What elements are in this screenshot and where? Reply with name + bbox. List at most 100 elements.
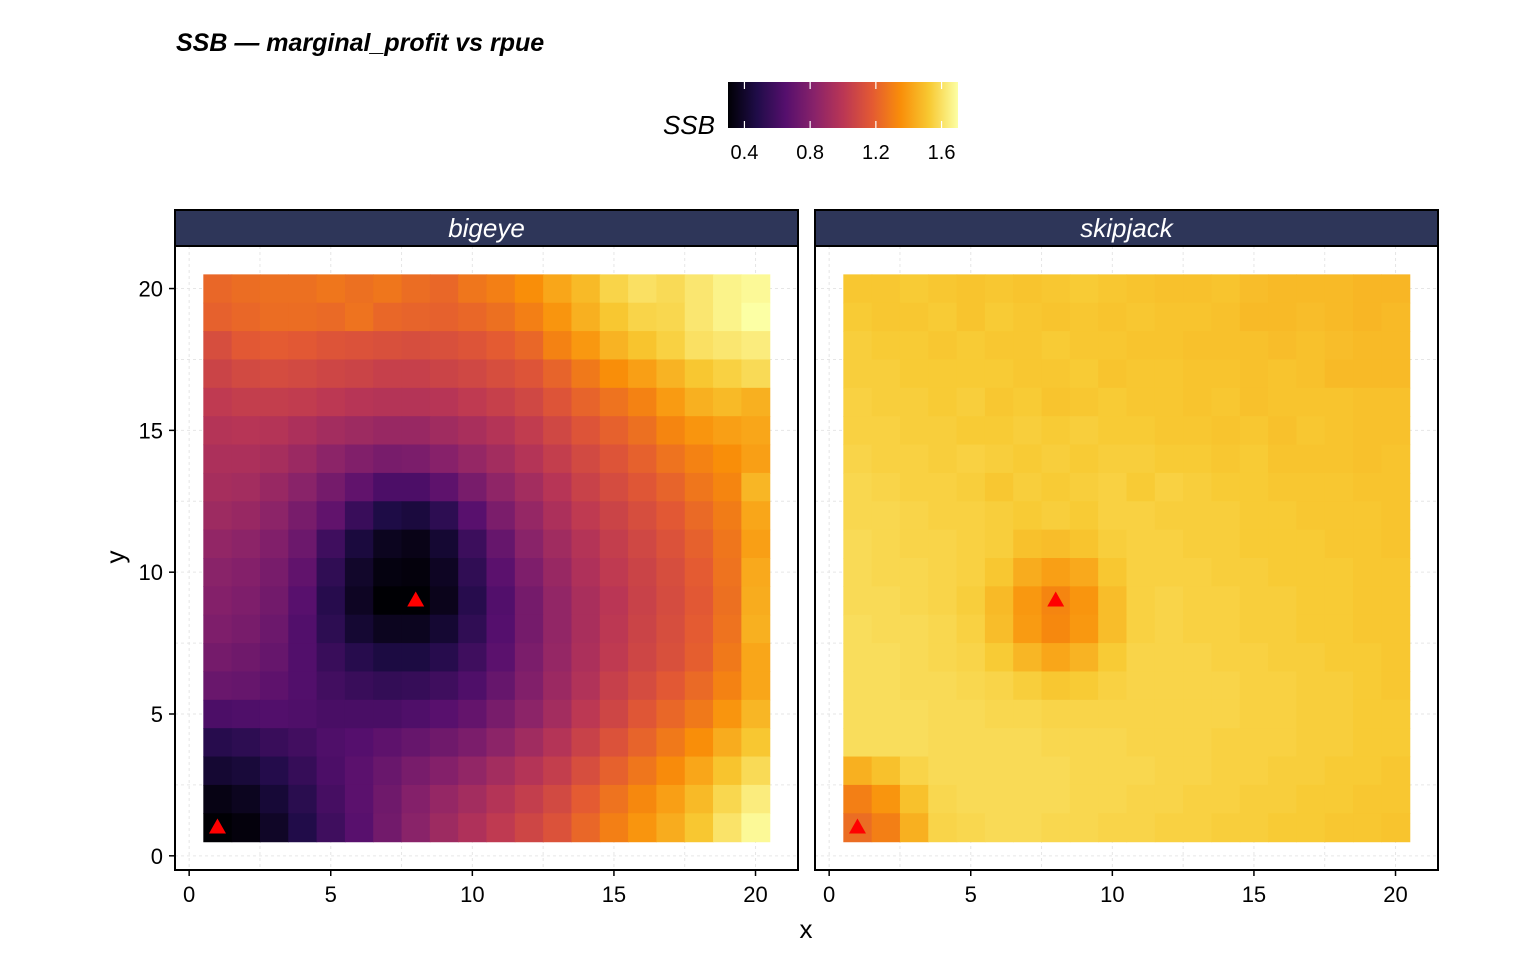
heatmap-tile: [486, 302, 516, 332]
heatmap-tile: [871, 756, 901, 786]
heatmap-tile: [871, 387, 901, 417]
heatmap-tile: [843, 614, 873, 644]
heatmap-tile: [1296, 472, 1326, 502]
x-tick-label: 10: [460, 882, 484, 907]
heatmap-tile: [871, 331, 901, 361]
heatmap-tile: [344, 784, 374, 814]
heatmap-tile: [741, 359, 771, 389]
heatmap-tile: [259, 699, 289, 729]
heatmap-tile: [956, 586, 986, 616]
heatmap-tile: [316, 558, 346, 587]
heatmap-tile: [288, 586, 318, 616]
heatmap-tile: [458, 699, 488, 729]
x-tick-label: 20: [1383, 882, 1407, 907]
heatmap-tile: [628, 728, 658, 758]
heatmap-tile: [571, 472, 601, 502]
heatmap-tile: [401, 331, 431, 361]
heatmap-tile: [1126, 472, 1156, 502]
heatmap-tile: [1239, 472, 1269, 502]
heatmap-tile: [1268, 671, 1298, 701]
heatmap-tile: [373, 302, 403, 332]
heatmap-tile: [1381, 501, 1411, 531]
heatmap-tile: [1183, 643, 1213, 673]
heatmap-tile: [543, 614, 573, 644]
heatmap-tile: [1154, 387, 1184, 417]
heatmap-tile: [1069, 671, 1099, 701]
heatmap-tile: [656, 444, 686, 474]
heatmap-tile: [288, 331, 318, 361]
chart-title: SSB — marginal_profit vs rpue: [176, 29, 544, 57]
heatmap-tile: [1041, 274, 1071, 304]
heatmap-tile: [656, 671, 686, 701]
heatmap-tile: [373, 784, 403, 814]
heatmap-tile: [1013, 416, 1043, 446]
heatmap-tile: [316, 784, 346, 814]
heatmap-tile: [571, 416, 601, 446]
heatmap-tile: [316, 387, 346, 417]
x-axis-label: x: [800, 914, 813, 944]
heatmap-tile: [316, 699, 346, 729]
heatmap-tile: [1098, 331, 1128, 361]
heatmap-tile: [514, 558, 544, 587]
heatmap-tile: [231, 416, 261, 446]
heatmap-tile: [344, 699, 374, 729]
heatmap-tile: [288, 444, 318, 474]
heatmap-tile: [956, 813, 986, 843]
heatmap-tile: [741, 671, 771, 701]
heatmap-tile: [1041, 728, 1071, 758]
y-tick-label: 20: [139, 277, 163, 302]
heatmap-tile: [1154, 529, 1184, 559]
heatmap-tile: [543, 756, 573, 786]
heatmap-tile: [1353, 444, 1382, 474]
heatmap-tile: [344, 728, 374, 758]
heatmap-tile: [599, 359, 629, 389]
heatmap-tile: [871, 529, 901, 559]
heatmap-tile: [956, 331, 986, 361]
heatmap-tile: [1296, 784, 1326, 814]
heatmap-tile: [984, 302, 1014, 332]
heatmap-tile: [1296, 331, 1326, 361]
heatmap-tile: [899, 614, 929, 644]
heatmap-tile: [571, 728, 601, 758]
heatmap-tile: [1296, 756, 1326, 786]
heatmap-tile: [1154, 444, 1184, 474]
heatmap-tile: [401, 472, 431, 502]
heatmap-tile: [401, 784, 431, 814]
heatmap-tile: [1296, 699, 1326, 729]
heatmap-tile: [373, 699, 403, 729]
heatmap-tile: [628, 586, 658, 616]
panel-skipjack: skipjack 0 5 10 15 20: [814, 209, 1439, 907]
heatmap-tile: [514, 472, 544, 502]
heatmap-tile: [429, 472, 459, 502]
heatmap-tile: [1154, 472, 1184, 502]
heatmap-tile: [571, 756, 601, 786]
heatmap-tile: [928, 586, 958, 616]
heatmap-tile: [741, 444, 771, 474]
heatmap-tile: [458, 501, 488, 531]
heatmap-tile: [1296, 671, 1326, 701]
heatmap-tile: [543, 784, 573, 814]
heatmap-tile: [316, 614, 346, 644]
heatmap-tile: [203, 756, 233, 786]
heatmap-tile: [684, 472, 714, 502]
heatmap-tile: [231, 813, 261, 843]
heatmap-tile: [1239, 274, 1269, 304]
heatmap-tile: [259, 274, 289, 304]
heatmap-tile: [656, 558, 686, 587]
facet-panels: bigeye 0 5 10 15 20 0 5 10 15 20 skipjack 0 5 10 15 20: [139, 209, 1439, 907]
legend-title: SSB: [663, 110, 715, 140]
heatmap-tile: [928, 699, 958, 729]
heatmap-tile: [486, 529, 516, 559]
heatmap-tile: [1126, 387, 1156, 417]
heatmap-tile: [1324, 501, 1354, 531]
heatmap-tile: [401, 302, 431, 332]
heatmap-tile: [871, 472, 901, 502]
heatmap-tile: [344, 274, 374, 304]
heatmap-tile: [1268, 699, 1298, 729]
heatmap-tile: [984, 472, 1014, 502]
heatmap-tile: [1381, 728, 1411, 758]
heatmap-tile: [1381, 416, 1411, 446]
heatmap-tile: [656, 416, 686, 446]
heatmap-tile: [1268, 784, 1298, 814]
heatmap-tile: [429, 359, 459, 389]
